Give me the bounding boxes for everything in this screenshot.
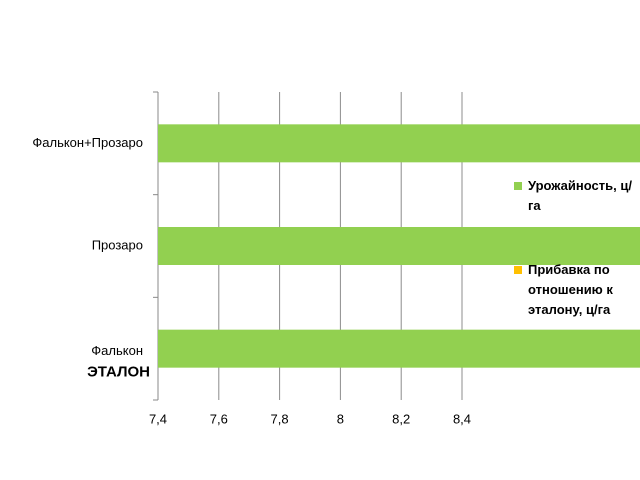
x-tick-label: 8,2	[392, 411, 410, 426]
x-tick-label: 8,4	[453, 411, 471, 426]
annotation: ЭТАЛОН	[87, 364, 150, 381]
legend-label: Прибавка по отношению к эталону, ц/га	[528, 262, 613, 317]
legend-swatch	[514, 266, 522, 274]
legend-label: Урожайность, ц/га	[528, 178, 632, 213]
x-tick-label: 8	[337, 411, 344, 426]
bar	[158, 227, 640, 265]
legend-swatch	[514, 182, 522, 190]
y-tick-label: Фалькон	[91, 343, 143, 358]
x-tick-label: 7,8	[271, 411, 289, 426]
bar	[158, 124, 640, 163]
bar	[158, 329, 640, 368]
x-tick-label: 7,6	[210, 411, 228, 426]
x-tick-label: 7,4	[149, 411, 167, 426]
y-tick-label: Фалькон+Прозаро	[32, 135, 143, 150]
y-tick-label: Прозаро	[92, 237, 143, 252]
